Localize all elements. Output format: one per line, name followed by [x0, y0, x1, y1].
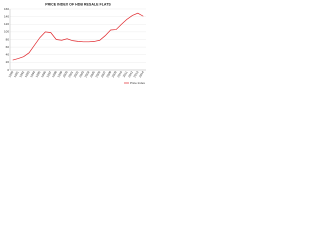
x-tick-label: 1995: [35, 70, 42, 78]
x-tick-label: 2008: [105, 70, 112, 78]
x-tick-label: 2011: [122, 70, 129, 78]
x-tick-label: 1993: [24, 70, 31, 78]
y-tick-label: 40: [6, 53, 10, 57]
x-tick-label: 1992: [18, 70, 25, 78]
x-tick-label: 2007: [100, 70, 107, 78]
x-tick-label: 1997: [46, 70, 53, 78]
x-tick-label: 2012: [127, 70, 134, 78]
y-tick-label: 160: [4, 7, 9, 11]
y-tick-label: 140: [4, 14, 9, 18]
x-tick-label: 1990: [7, 70, 14, 78]
x-tick-label: 2010: [116, 70, 123, 78]
x-tick-label: 1994: [29, 70, 36, 78]
x-tick-label: 2005: [89, 70, 96, 78]
x-tick-label: 1998: [51, 70, 58, 78]
y-tick-label: 20: [6, 60, 10, 64]
x-tick-label: 2013: [133, 70, 140, 78]
x-tick-label: 2014: [138, 70, 145, 78]
y-tick-label: 100: [4, 30, 9, 34]
x-tick-label: 1991: [13, 70, 20, 78]
x-tick-label: 2000: [62, 70, 69, 78]
data-line: [12, 12, 144, 61]
x-tick-label: 2006: [95, 70, 102, 78]
legend-label: Price Index: [130, 81, 146, 85]
y-tick-label: 120: [4, 22, 9, 26]
y-tick-label: 0: [7, 68, 9, 72]
x-tick-label: 2001: [67, 70, 74, 78]
x-tick-label: 2004: [84, 70, 91, 78]
x-tick-label: 1996: [40, 70, 47, 78]
y-tick-label: 80: [6, 37, 10, 41]
x-tick-label: 2003: [78, 70, 85, 78]
x-tick-label: 1999: [56, 70, 63, 78]
chart: PRICE INDEX OF HDB RESALE FLATS 0 20 40 60 8…: [4, 2, 146, 85]
chart-title: PRICE INDEX OF HDB RESALE FLATS: [45, 2, 111, 6]
y-tick-label: 60: [6, 45, 10, 49]
x-tick-label: 2002: [73, 70, 80, 78]
x-tick-label: 2009: [111, 70, 118, 78]
